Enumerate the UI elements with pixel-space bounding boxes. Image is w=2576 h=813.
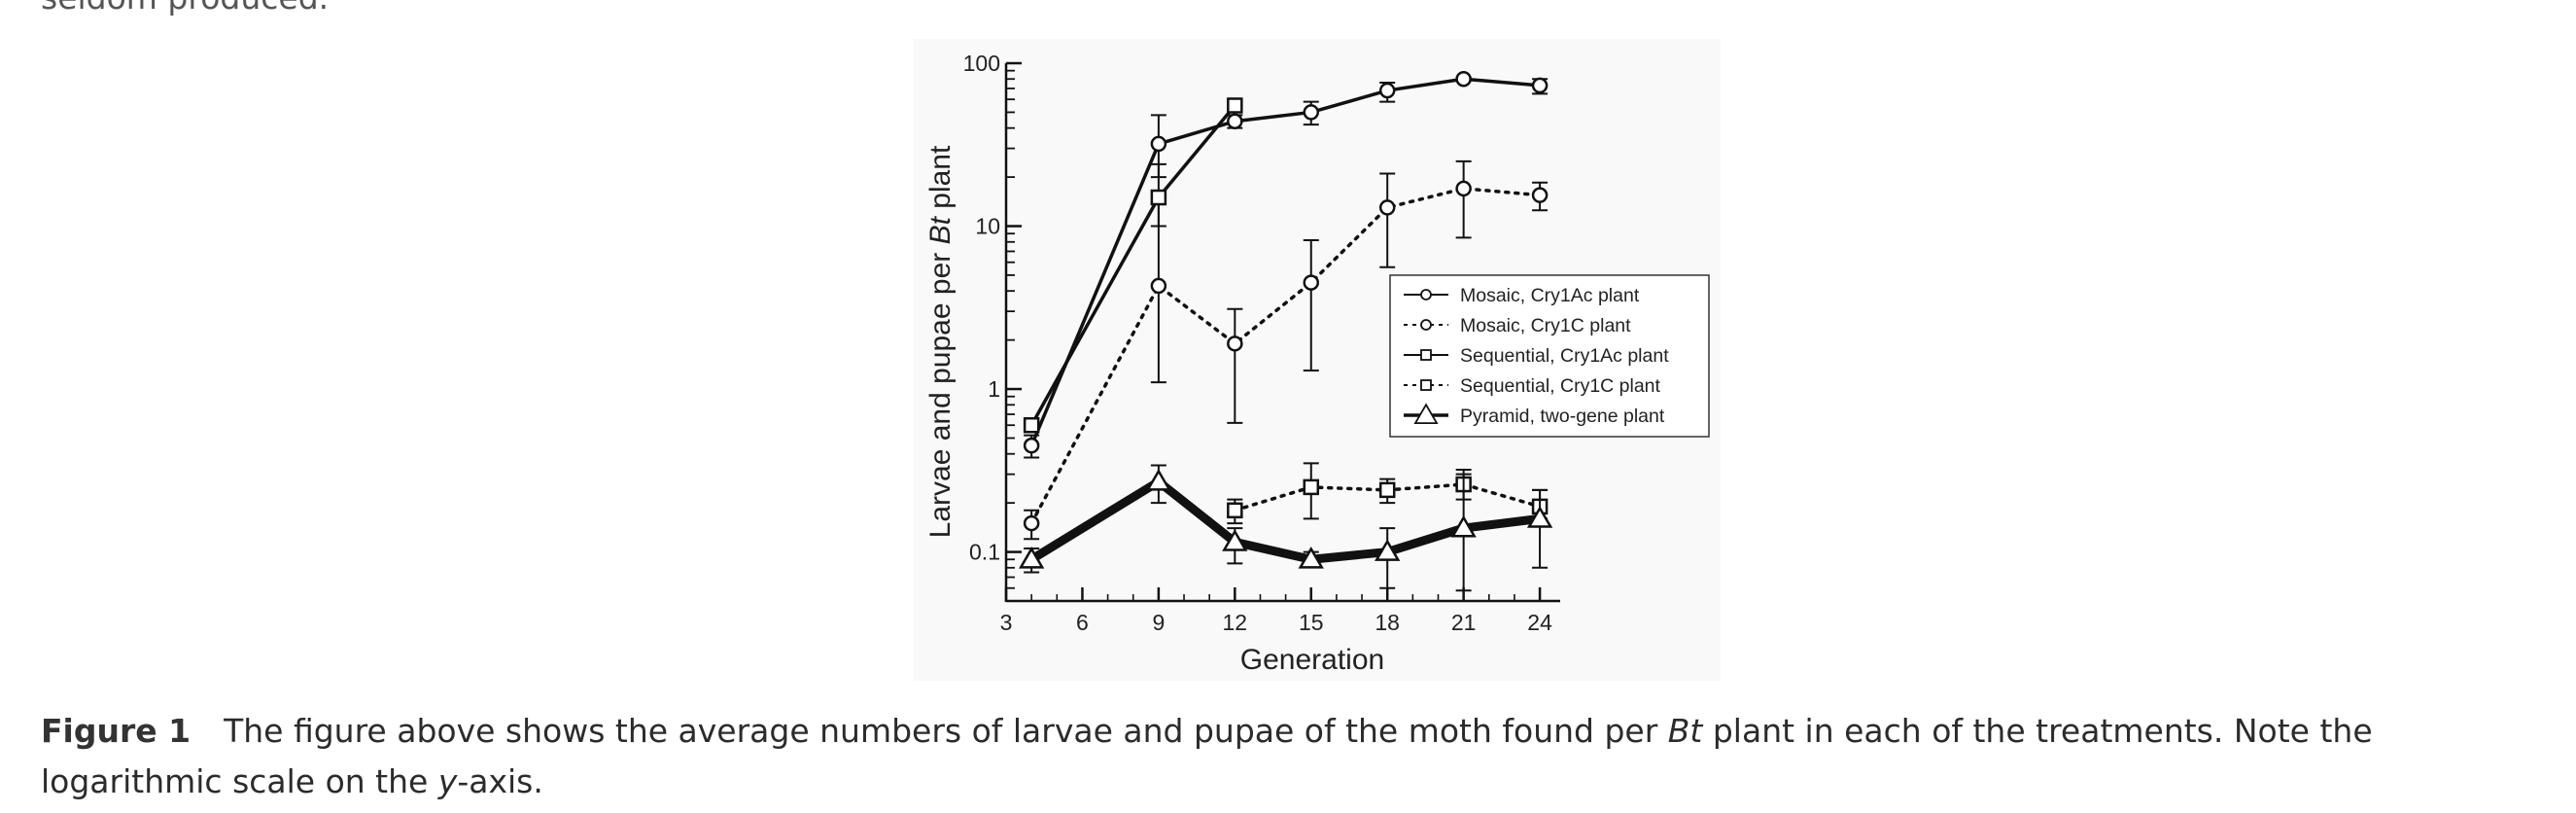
x-tick-label: 12 bbox=[1223, 610, 1248, 635]
x-tick-label: 18 bbox=[1375, 610, 1400, 635]
data-point bbox=[1150, 277, 1167, 295]
data-point bbox=[1227, 97, 1243, 114]
data-point bbox=[1023, 437, 1040, 454]
caption-label: Figure 1 bbox=[41, 712, 191, 750]
data-point bbox=[1303, 104, 1320, 121]
preceding-text: seldom produced. bbox=[41, 0, 329, 17]
chart: 0.1 1 10 100 3 6 9 12 15 18 21 24 Generation Larvae a… bbox=[924, 51, 1710, 676]
data-point bbox=[1303, 478, 1320, 496]
caption-italic-y: y bbox=[437, 762, 458, 800]
x-axis-label: Generation bbox=[1240, 644, 1384, 676]
series-5 bbox=[1018, 464, 1553, 592]
legend-label: Mosaic, Cry1Ac plant bbox=[1460, 285, 1640, 306]
series-2 bbox=[1023, 159, 1549, 541]
series-3 bbox=[1023, 97, 1243, 434]
data-point bbox=[1378, 199, 1396, 216]
data-point bbox=[1227, 502, 1243, 519]
legend-marker bbox=[1413, 403, 1439, 425]
data-point bbox=[1303, 274, 1320, 291]
data-point bbox=[1222, 529, 1248, 551]
x-tick-label: 15 bbox=[1299, 610, 1324, 635]
legend-label: Sequential, Cry1Ac plant bbox=[1460, 345, 1669, 367]
legend-marker bbox=[1420, 289, 1432, 300]
x-tick-label: 21 bbox=[1451, 610, 1477, 635]
data-point bbox=[1150, 189, 1167, 206]
legend-marker bbox=[1420, 349, 1432, 361]
series-1 bbox=[1023, 70, 1549, 459]
data-point bbox=[1531, 77, 1549, 94]
y-tick-label: 0.1 bbox=[969, 540, 1000, 565]
y-tick-label: 1 bbox=[988, 376, 1000, 402]
data-point bbox=[1526, 506, 1553, 528]
data-point bbox=[1298, 546, 1324, 569]
data-point bbox=[1150, 135, 1167, 153]
caption-text-2: plant in each of the treatments. Note th… bbox=[41, 712, 2373, 800]
x-tick-label: 6 bbox=[1076, 610, 1089, 635]
x-tick-label: 9 bbox=[1152, 610, 1165, 635]
x-tick-label: 3 bbox=[1000, 610, 1013, 635]
data-point bbox=[1227, 336, 1243, 352]
data-point bbox=[1455, 180, 1472, 197]
series-4 bbox=[1227, 462, 1549, 525]
data-point bbox=[1018, 546, 1045, 569]
data-point bbox=[1375, 539, 1401, 561]
legend-label: Pyramid, two-gene plant bbox=[1460, 406, 1665, 427]
data-point bbox=[1455, 70, 1472, 88]
data-point bbox=[1378, 82, 1396, 99]
legend-marker bbox=[1420, 319, 1432, 331]
y-tick-label: 100 bbox=[963, 51, 1000, 76]
x-tick-label: 24 bbox=[1527, 610, 1552, 635]
data-point bbox=[1023, 416, 1040, 434]
data-point bbox=[1450, 514, 1477, 538]
figure-caption: Figure 1 The figure above shows the avera… bbox=[41, 706, 2529, 807]
legend-marker bbox=[1420, 379, 1432, 391]
caption-text-1: The figure above shows the average numbe… bbox=[224, 712, 1668, 750]
y-tick-label: 10 bbox=[975, 214, 1000, 239]
data-point bbox=[1145, 469, 1172, 491]
data-point bbox=[1378, 481, 1396, 499]
y-axis-label: Larvae and pupae per Bt plant bbox=[924, 145, 957, 538]
data-point bbox=[1227, 113, 1243, 129]
caption-italic-bt: Bt bbox=[1667, 712, 1703, 750]
data-point bbox=[1531, 187, 1549, 203]
legend-label: Mosaic, Cry1C plant bbox=[1460, 315, 1631, 336]
data-point bbox=[1023, 514, 1040, 532]
legend-label: Sequential, Cry1C plant bbox=[1460, 375, 1661, 397]
caption-text-3: -axis. bbox=[457, 762, 543, 800]
